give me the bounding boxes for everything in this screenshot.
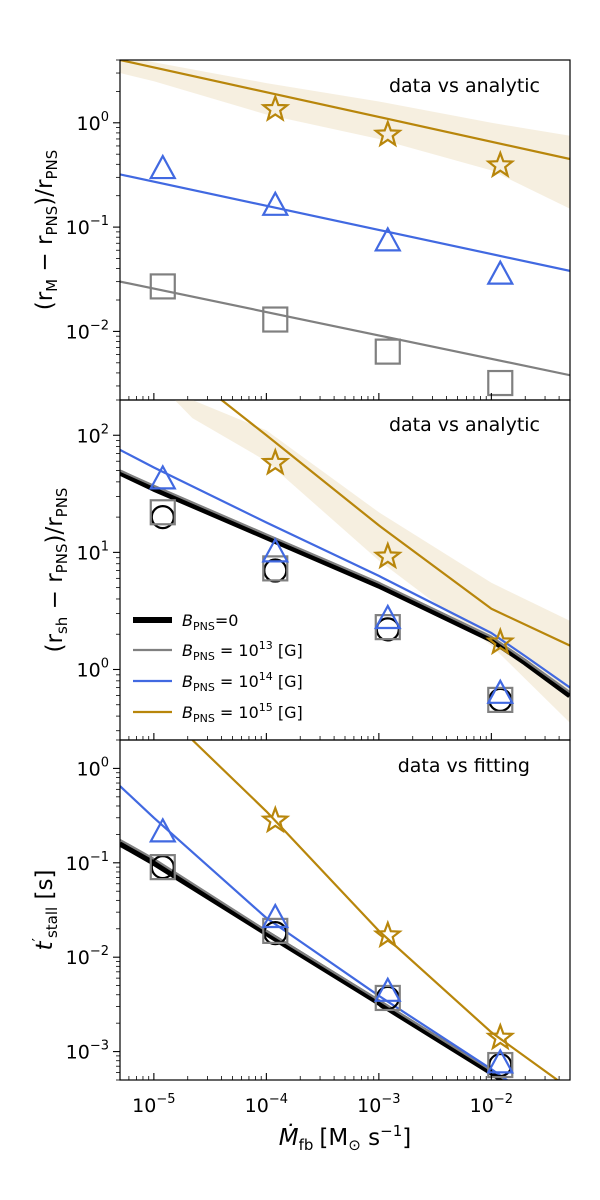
y-axis-label: t′stall [s] bbox=[29, 870, 61, 951]
data-point-star bbox=[485, 149, 516, 179]
data-point-star bbox=[260, 804, 291, 834]
y-tick-label: 10−1 bbox=[66, 214, 109, 239]
data-point-triangle bbox=[148, 153, 177, 180]
y-tick-label: 100 bbox=[77, 755, 109, 780]
data-point-square bbox=[262, 917, 289, 944]
x-ticks bbox=[128, 733, 571, 740]
fit-lines bbox=[120, 60, 570, 377]
y-tick-label: 101 bbox=[77, 539, 109, 564]
fit-line-b15 bbox=[120, 60, 570, 161]
fit-line-b13 bbox=[120, 469, 570, 694]
legend-entry-b0: BPNS=0 bbox=[133, 611, 238, 633]
y-axis-label: (rM − rPNS)/rPNS bbox=[32, 150, 61, 311]
uncertainty-band bbox=[120, 60, 570, 209]
data-point-triangle bbox=[261, 537, 290, 563]
legend: BPNS=0 BPNS = 1013 [G] BPNS = 1014 [G] B… bbox=[133, 611, 303, 725]
data-point-square bbox=[487, 369, 514, 397]
x-tick-label: 10−3 bbox=[357, 1092, 400, 1117]
data-point-triangle bbox=[261, 190, 290, 216]
data-point-square bbox=[149, 854, 176, 881]
data-point-square bbox=[374, 338, 401, 365]
panel-annotation: data vs fitting bbox=[398, 755, 530, 777]
panel-annotation: data vs analytic bbox=[389, 414, 540, 436]
data-markers bbox=[148, 804, 516, 1079]
panel-middle: 100 101 102 data vs analytic (rsh − rPNS)/… bbox=[42, 399, 571, 741]
data-point-square bbox=[374, 984, 401, 1012]
data-point-triangle bbox=[261, 902, 290, 929]
data-point-square bbox=[487, 686, 514, 713]
panel-bottom: 10−5 10−4 10−3 10−2 10−3 10−2 10−1 100 data vs… bbox=[29, 739, 571, 1117]
x-ticks: 10−5 10−4 10−3 10−2 bbox=[128, 1073, 571, 1117]
y-tick-label: 102 bbox=[77, 422, 109, 447]
data-markers bbox=[148, 447, 516, 713]
band-layer bbox=[174, 400, 570, 723]
legend-label: BPNS=0 bbox=[182, 611, 238, 633]
x-tick-label: 10−2 bbox=[470, 1092, 513, 1117]
y-tick-label: 100 bbox=[77, 656, 109, 681]
data-point-circle bbox=[488, 687, 513, 712]
fit-line-b14 bbox=[120, 785, 509, 1080]
data-point-star bbox=[260, 93, 291, 122]
fit-line-b13 bbox=[120, 280, 570, 377]
legend-entry-b15: BPNS = 1015 [G] bbox=[133, 701, 303, 725]
fit-line-b0 bbox=[120, 840, 508, 1080]
x-axis-label: Ṁfb [M⊙ s−1] bbox=[279, 1122, 411, 1154]
legend-label: BPNS = 1014 [G] bbox=[182, 670, 303, 694]
uncertainty-band bbox=[174, 400, 570, 723]
y-tick-label: 10−1 bbox=[66, 850, 109, 875]
fit-line-b15 bbox=[219, 400, 570, 647]
data-point-square bbox=[149, 273, 176, 300]
data-point-circle bbox=[263, 558, 288, 583]
y-tick-label: 10−3 bbox=[66, 1039, 109, 1064]
data-point-triangle bbox=[486, 259, 515, 285]
fit-line-b14 bbox=[120, 448, 570, 689]
panel-top: 10−2 10−1 100 data vs analytic (rM − rPNS)… bbox=[32, 59, 571, 401]
legend-label: BPNS = 1015 [G] bbox=[182, 701, 303, 725]
data-point-star bbox=[372, 118, 403, 148]
y-axis-label: (rsh − rPNS)/rPNS bbox=[42, 488, 71, 653]
data-point-square bbox=[487, 1051, 514, 1079]
panel-annotation: data vs analytic bbox=[389, 75, 540, 97]
data-point-triangle bbox=[373, 976, 402, 1002]
y-tick-label: 10−2 bbox=[66, 318, 109, 343]
data-markers bbox=[148, 93, 516, 397]
data-point-star bbox=[260, 447, 291, 476]
x-tick-label: 10−5 bbox=[132, 1092, 175, 1117]
data-point-triangle bbox=[373, 603, 402, 630]
data-point-star bbox=[485, 626, 516, 656]
data-point-square bbox=[262, 555, 289, 582]
data-point-square bbox=[149, 499, 176, 526]
x-ticks bbox=[128, 393, 571, 400]
data-point-triangle bbox=[486, 1048, 515, 1074]
band-layer bbox=[120, 60, 570, 209]
y-ticks: 100 101 102 bbox=[77, 399, 120, 732]
x-tick-label: 10−4 bbox=[245, 1092, 288, 1117]
data-point-triangle bbox=[148, 464, 177, 490]
data-point-triangle bbox=[148, 817, 177, 843]
data-point-triangle bbox=[486, 678, 515, 704]
y-ticks: 10−3 10−2 10−1 100 bbox=[66, 739, 120, 1081]
legend-label: BPNS = 1013 [G] bbox=[182, 639, 303, 663]
data-point-star bbox=[372, 919, 403, 949]
y-ticks: 10−2 10−1 100 bbox=[66, 59, 120, 387]
fit-line-b15 bbox=[191, 740, 560, 1080]
y-tick-label: 10−2 bbox=[66, 944, 109, 969]
legend-entry-b14: BPNS = 1014 [G] bbox=[133, 670, 303, 694]
fit-line-b14 bbox=[120, 173, 570, 272]
data-point-star bbox=[485, 1022, 516, 1051]
data-point-star bbox=[372, 540, 403, 570]
data-point-square bbox=[262, 306, 289, 333]
y-tick-label: 100 bbox=[77, 110, 109, 135]
data-point-triangle bbox=[373, 226, 402, 252]
legend-entry-b13: BPNS = 1013 [G] bbox=[133, 639, 303, 663]
